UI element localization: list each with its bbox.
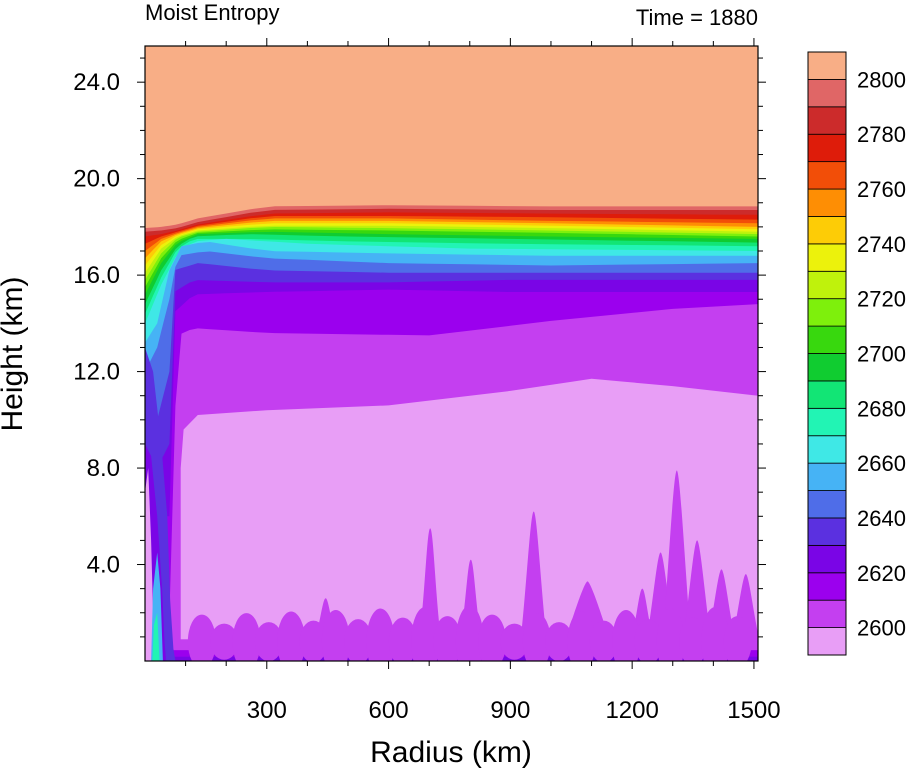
- colorbar-label: 2660: [857, 451, 906, 476]
- plot-frame: [144, 45, 759, 662]
- colorbar-label: 2640: [857, 506, 906, 531]
- colorbar-swatch: [807, 51, 847, 80]
- colorbar-swatch: [807, 544, 847, 574]
- y-tick-label: 24.0: [73, 69, 120, 96]
- y-tick-label: 4.0: [87, 552, 120, 579]
- colorbar: 2600 2620 2640 2660 2680 2700 2720 2740 2760 2780…: [807, 51, 906, 656]
- colorbar-swatch: [807, 216, 847, 245]
- colorbar-swatch: [807, 243, 847, 272]
- colorbar-swatch: [807, 407, 847, 437]
- contour-band: [299, 620, 328, 661]
- contour-band: [433, 616, 462, 661]
- contour-band: [180, 378, 758, 642]
- colorbar-label: 2800: [857, 67, 906, 92]
- colorbar-swatch: [807, 106, 847, 135]
- contour-fill-area: [145, 46, 758, 661]
- colorbar-swatch: [807, 517, 847, 546]
- contour-band: [187, 614, 216, 661]
- contour-band: [545, 622, 574, 661]
- contour-band: [567, 611, 596, 661]
- colorbar-swatch: [807, 188, 847, 217]
- contour-band: [522, 613, 551, 661]
- colorbar-label: 2720: [857, 287, 906, 312]
- contour-band: [656, 608, 685, 661]
- contour-band: [321, 610, 350, 661]
- y-tick-label: 8.0: [87, 455, 120, 482]
- colorbar-swatch: [807, 572, 847, 601]
- colorbar-label: 2740: [857, 232, 906, 257]
- contour-band: [411, 607, 440, 661]
- x-tick-label: 900: [490, 697, 530, 724]
- colorbar-swatch: [807, 627, 847, 656]
- colorbar-swatch: [807, 79, 847, 108]
- contour-band: [612, 610, 641, 661]
- contour-band: [210, 623, 239, 660]
- colorbar-label: 2620: [857, 561, 906, 586]
- contour-band: [679, 617, 708, 661]
- contour-band: [388, 617, 417, 661]
- colorbar-label: 2600: [857, 616, 906, 641]
- contour-band: [232, 613, 261, 661]
- colorbar-swatch: [807, 270, 847, 300]
- colorbar-label: 2700: [857, 342, 906, 367]
- chart-subtitle: Time = 1880: [636, 5, 758, 30]
- colorbar-swatch: [807, 161, 847, 190]
- colorbar-frame: [807, 51, 847, 656]
- contour-band: [520, 511, 547, 642]
- y-tick-label: 12.0: [73, 359, 120, 386]
- contour-band: [344, 619, 373, 661]
- colorbar-swatch: [807, 325, 847, 354]
- colorbar-swatch: [807, 133, 847, 163]
- contour-band: [254, 622, 283, 661]
- contour-band: [277, 611, 306, 661]
- colorbar-swatch: [807, 298, 847, 327]
- contour-band: [634, 619, 663, 661]
- contour-band: [662, 470, 692, 642]
- colorbar-label: 2680: [857, 396, 906, 421]
- x-tick-label: 300: [247, 697, 287, 724]
- y-axis-label: Height (km): [0, 276, 29, 431]
- colorbar-swatch: [807, 353, 847, 382]
- colorbar-swatch: [807, 490, 847, 519]
- x-tick-label: 1500: [727, 697, 780, 724]
- y-axis: 4.0 8.0 12.0 16.0 20.0 24.0: [73, 57, 766, 638]
- y-tick-label: 16.0: [73, 262, 120, 289]
- contour-band: [723, 616, 752, 661]
- colorbar-swatch: [807, 380, 847, 409]
- contour-band: [455, 605, 484, 661]
- contour-band: [478, 614, 507, 661]
- contour-band: [500, 623, 529, 660]
- x-axis: 300 600 900 1200 1500: [185, 38, 781, 724]
- colorbar-swatch: [807, 462, 847, 491]
- colorbar-swatch: [807, 599, 847, 628]
- y-tick-label: 20.0: [73, 166, 120, 193]
- x-tick-label: 600: [369, 697, 409, 724]
- colorbar-label: 2760: [857, 177, 906, 202]
- colorbar-label: 2780: [857, 122, 906, 147]
- colorbar-swatch: [807, 435, 847, 464]
- contour-band: [152, 612, 160, 661]
- x-tick-label: 1200: [605, 697, 658, 724]
- contour-band: [682, 540, 712, 642]
- x-axis-label: Radius (km): [370, 736, 532, 769]
- contour-band: [366, 608, 395, 661]
- chart-title: Moist Entropy: [145, 0, 280, 25]
- contour-band: [701, 607, 730, 661]
- contour-band: [589, 620, 618, 661]
